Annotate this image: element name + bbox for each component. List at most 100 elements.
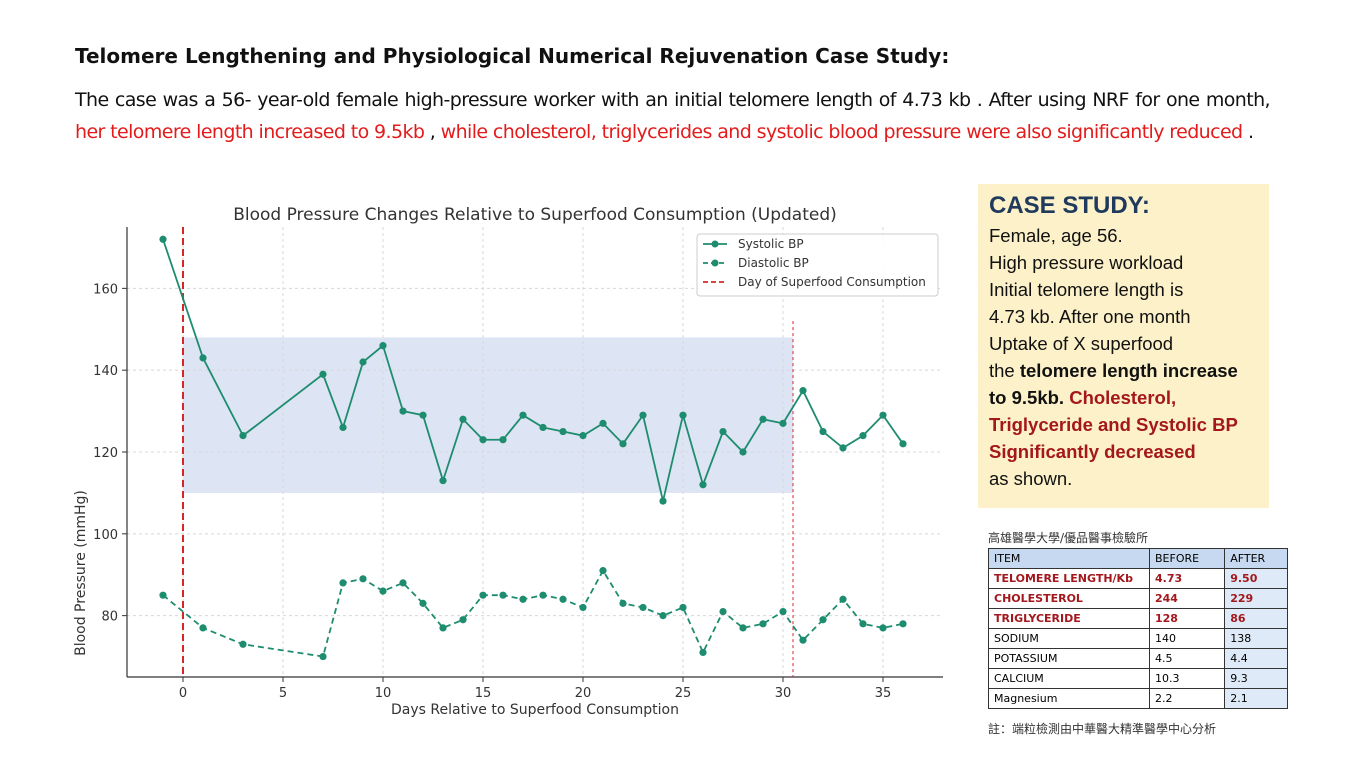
y-tick-label: 120 — [93, 446, 118, 461]
legend-diastolic-marker — [711, 259, 719, 267]
systolic-point — [779, 419, 787, 427]
column-header-item: ITEM — [988, 548, 1150, 569]
case-line: High pressure workload — [989, 252, 1184, 273]
systolic-point — [459, 415, 467, 423]
cell-before: 10.3 — [1148, 668, 1226, 689]
systolic-point — [239, 432, 247, 440]
x-tick-label: 0 — [179, 686, 187, 701]
cell-after: 229 — [1224, 588, 1288, 609]
y-axis-label: Blood Pressure (mmHg) — [73, 490, 89, 656]
lab-footnote: 註：端粒檢測由中華醫大精準醫學中心分析 — [988, 722, 1217, 736]
diastolic-point — [579, 603, 587, 612]
x-tick-label: 15 — [475, 686, 492, 701]
case-result: the telomere length increase to 9.5kb. C… — [989, 357, 1259, 465]
shaded-band — [183, 337, 793, 493]
diastolic-point — [759, 620, 767, 628]
diastolic-point — [699, 648, 707, 657]
table-row: CHOLESTEROL 244 229 — [988, 588, 1288, 609]
systolic-point — [399, 407, 407, 415]
cell-before: 4.73 — [1148, 568, 1226, 589]
diastolic-point — [419, 599, 427, 607]
table-row: CALCIUM 10.3 9.3 — [988, 668, 1288, 689]
legend-diastolic-label: Diastolic BP — [738, 256, 809, 270]
systolic-point — [419, 411, 427, 419]
diastolic-point — [439, 624, 447, 632]
diastolic-point — [159, 591, 167, 599]
table-row: TELOMERE LENGTH/Kb 4.73 9.50 — [988, 568, 1288, 589]
y-tick-label: 80 — [101, 610, 118, 625]
case-result-decrease: Cholesterol, Triglyceride and Systolic B… — [989, 387, 1238, 462]
diastolic-point — [859, 620, 867, 628]
diastolic-point — [479, 591, 487, 599]
diastolic-point — [339, 579, 347, 587]
diastolic-point — [519, 595, 527, 603]
intro-paragraph: The case was a 56- year-old female high-… — [75, 84, 1271, 148]
diastolic-point — [459, 616, 467, 624]
cell-before: 128 — [1148, 608, 1226, 629]
cell-item: CHOLESTEROL — [988, 588, 1150, 609]
diastolic-point — [799, 636, 807, 644]
systolic-point — [479, 436, 487, 444]
cell-item: POTASSIUM — [988, 648, 1150, 669]
diastolic-point — [559, 595, 567, 603]
diastolic-point — [619, 599, 627, 607]
x-tick-label: 20 — [575, 686, 592, 701]
cell-after: 138 — [1224, 628, 1288, 649]
cell-item: TELOMERE LENGTH/Kb — [988, 568, 1150, 589]
diastolic-point — [539, 591, 547, 599]
systolic-point — [379, 342, 387, 350]
cell-before: 4.5 — [1148, 648, 1226, 669]
table-row: TRIGLYCERIDE 128 86 — [988, 608, 1288, 629]
x-tick-label: 10 — [375, 686, 392, 701]
legend-marker-label: Day of Superfood Consumption — [738, 275, 926, 289]
cell-item: Magnesium — [988, 688, 1150, 709]
y-tick-label: 100 — [93, 528, 118, 543]
intro-text-end: . — [1242, 121, 1254, 143]
lab-heading: 高雄醫學大學/優品醫事檢驗所 — [988, 531, 1149, 545]
systolic-point — [859, 432, 867, 440]
table-row: Magnesium 2.2 2.1 — [988, 688, 1288, 709]
table-row: SODIUM 140 138 — [988, 628, 1288, 649]
cell-after: 2.1 — [1224, 688, 1288, 709]
case-study-title: CASE STUDY: — [989, 192, 1150, 219]
systolic-point — [639, 411, 647, 419]
systolic-point — [439, 477, 447, 485]
chart-title: Blood Pressure Changes Relative to Super… — [233, 205, 837, 225]
cell-before: 244 — [1148, 588, 1226, 609]
systolic-point — [159, 235, 167, 243]
x-tick-label: 25 — [675, 686, 692, 701]
y-tick-label: 160 — [93, 282, 118, 297]
diastolic-point — [779, 607, 787, 616]
diastolic-point — [899, 620, 907, 628]
diastolic-point — [839, 595, 847, 603]
x-tick-label: 5 — [279, 686, 287, 701]
systolic-point — [719, 427, 727, 436]
diastolic-point — [239, 640, 247, 648]
diastolic-point — [639, 603, 647, 612]
table-header-row: ITEM BEFORE AFTER — [988, 548, 1288, 569]
systolic-point — [539, 423, 547, 432]
systolic-point — [519, 411, 527, 419]
cell-after: 86 — [1224, 608, 1288, 629]
systolic-point — [799, 387, 807, 395]
diastolic-line — [162, 568, 904, 658]
intro-text-separator: , — [424, 121, 441, 143]
systolic-point — [839, 444, 847, 452]
systolic-point — [579, 432, 587, 440]
diastolic-point — [679, 603, 687, 612]
table-row: POTASSIUM 4.5 4.4 — [988, 648, 1288, 669]
bp-chart: 0 5 10 15 20 25 30 35 80 100 120 140 160 Systolic BP… — [73, 205, 943, 718]
systolic-point — [879, 411, 887, 419]
systolic-point — [559, 427, 567, 436]
case-study-box: CASE STUDY: Female, age 56. High pressur… — [978, 184, 1269, 508]
diastolic-point — [359, 575, 367, 583]
systolic-point — [339, 423, 347, 432]
case-result-telomere: telomere length increase to 9.5kb. — [989, 360, 1238, 408]
x-tick-label: 30 — [775, 686, 792, 701]
diastolic-point — [379, 587, 387, 595]
systolic-point — [679, 411, 687, 419]
diastolic-point — [879, 624, 887, 632]
systolic-point — [199, 354, 207, 362]
cell-item: TRIGLYCERIDE — [988, 608, 1150, 629]
cell-after: 9.3 — [1224, 668, 1288, 689]
